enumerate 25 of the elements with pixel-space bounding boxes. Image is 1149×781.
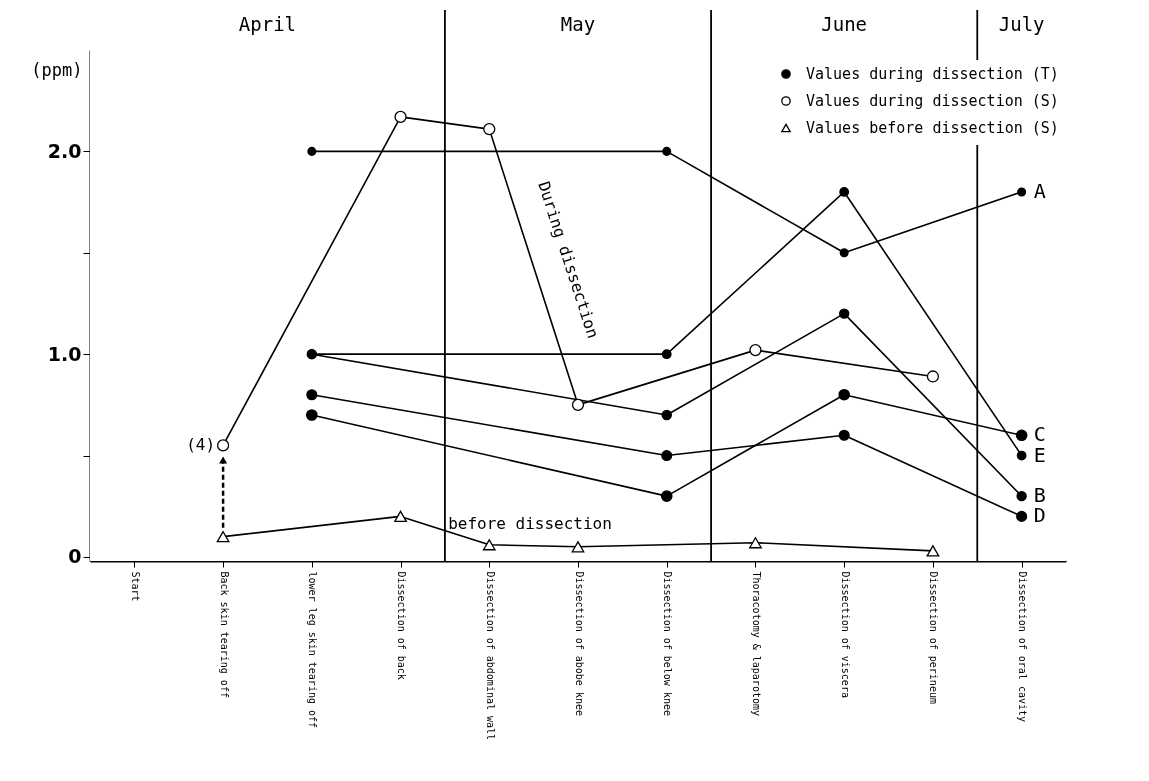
x-tick-label: Dissection of back <box>396 571 408 680</box>
band-label: July <box>998 13 1045 35</box>
y-axis-title: (ppm) <box>31 59 83 80</box>
legend-label: Values during dissection (S) <box>806 92 1059 110</box>
x-tick-label: Dissection of viscera <box>839 571 851 698</box>
y-tick-label: 1.0 <box>47 342 82 365</box>
annotation: (4) <box>186 435 216 455</box>
series-label: A <box>1033 178 1046 203</box>
x-tick-label: Back skin tearing off <box>218 571 230 698</box>
annotation: Values during dissection (T) <box>806 65 1059 83</box>
x-tick-label: Dissection of below knee <box>662 571 674 716</box>
band-label: April <box>238 13 297 35</box>
x-tick-label: Dissection of oral cavity <box>1017 571 1029 723</box>
x-tick-label: Thoracotomy & laparotomy <box>750 571 762 716</box>
x-tick-label: Dissection of abobe knee <box>573 571 585 716</box>
x-tick-label: lower leg skin tearing off <box>307 571 319 729</box>
legend-label: Values before dissection (S) <box>806 119 1059 137</box>
band-label: May <box>560 13 596 35</box>
annotation: before dissection <box>448 514 612 533</box>
x-tick-label: Dissection of perineum <box>928 571 940 704</box>
y-tick-label: 0 <box>68 545 82 568</box>
x-tick-label: Dissection of abdominal wall <box>484 571 496 741</box>
y-tick-label: 2.0 <box>47 139 82 162</box>
band-label: June <box>821 13 868 35</box>
x-tick-label: Start <box>129 571 141 602</box>
